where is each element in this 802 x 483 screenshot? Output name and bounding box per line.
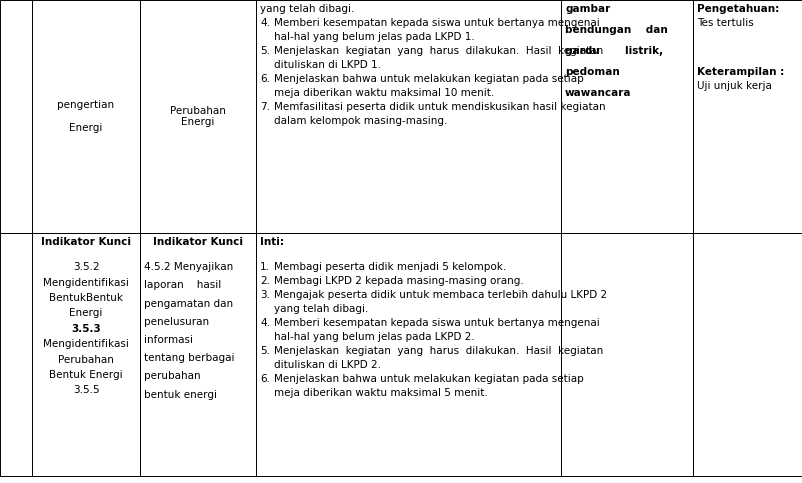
Bar bbox=[140, 0, 256, 233]
Text: perubahan: perubahan bbox=[144, 371, 200, 382]
Text: Perubahan
Energi: Perubahan Energi bbox=[170, 106, 226, 128]
Bar bbox=[0, 0, 32, 233]
Text: dituliskan di LKPD 1.: dituliskan di LKPD 1. bbox=[274, 60, 381, 70]
Text: Menjelaskan  kegiatan  yang  harus  dilakukan.  Hasil  kegiatan: Menjelaskan kegiatan yang harus dilakuka… bbox=[274, 346, 603, 356]
Text: 1.: 1. bbox=[260, 262, 270, 272]
Text: meja diberikan waktu maksimal 10 menit.: meja diberikan waktu maksimal 10 menit. bbox=[274, 88, 494, 98]
Text: pedoman: pedoman bbox=[565, 67, 620, 77]
Text: pengamatan dan: pengamatan dan bbox=[144, 298, 233, 309]
Bar bbox=[140, 233, 256, 476]
Text: Membagi LKPD 2 kepada masing-masing orang.: Membagi LKPD 2 kepada masing-masing oran… bbox=[274, 276, 524, 286]
Text: tentang berbagai: tentang berbagai bbox=[144, 353, 234, 363]
Text: hal-hal yang belum jelas pada LKPD 1.: hal-hal yang belum jelas pada LKPD 1. bbox=[274, 32, 475, 42]
Text: dituliskan di LKPD 2.: dituliskan di LKPD 2. bbox=[274, 360, 381, 370]
Bar bbox=[693, 233, 802, 476]
Text: wawancara: wawancara bbox=[565, 88, 631, 98]
Text: 3.: 3. bbox=[260, 290, 270, 300]
Text: Tes tertulis: Tes tertulis bbox=[697, 18, 754, 28]
Text: 4.: 4. bbox=[260, 18, 270, 28]
Text: Membagi peserta didik menjadi 5 kelompok.: Membagi peserta didik menjadi 5 kelompok… bbox=[274, 262, 506, 272]
Text: penelusuran: penelusuran bbox=[144, 317, 209, 327]
Bar bbox=[0, 233, 32, 476]
Text: Uji unjuk kerja: Uji unjuk kerja bbox=[697, 81, 772, 91]
Text: Inti:: Inti: bbox=[260, 237, 284, 247]
Text: 3.5.3: 3.5.3 bbox=[71, 324, 101, 334]
Text: Perubahan: Perubahan bbox=[58, 355, 114, 365]
Text: Indikator Kunci: Indikator Kunci bbox=[153, 237, 243, 247]
Text: 4.: 4. bbox=[260, 318, 270, 328]
Bar bbox=[693, 0, 802, 233]
Bar bbox=[256, 233, 561, 476]
Text: 3.5.5: 3.5.5 bbox=[73, 385, 99, 396]
Bar bbox=[32, 0, 140, 233]
Text: BentukBentuk: BentukBentuk bbox=[49, 293, 123, 303]
Text: 5.: 5. bbox=[260, 46, 270, 56]
Text: Indikator Kunci: Indikator Kunci bbox=[41, 237, 131, 247]
Text: 7.: 7. bbox=[260, 102, 270, 112]
Text: informasi: informasi bbox=[144, 335, 193, 345]
Text: hal-hal yang belum jelas pada LKPD 2.: hal-hal yang belum jelas pada LKPD 2. bbox=[274, 332, 475, 342]
Text: gambar: gambar bbox=[565, 4, 610, 14]
Bar bbox=[32, 233, 140, 476]
Text: bentuk energi: bentuk energi bbox=[144, 390, 217, 399]
Text: Menjelaskan  kegiatan  yang  harus  dilakukan.  Hasil  kegiatan: Menjelaskan kegiatan yang harus dilakuka… bbox=[274, 46, 603, 56]
Text: Memberi kesempatan kepada siswa untuk bertanya mengenai: Memberi kesempatan kepada siswa untuk be… bbox=[274, 18, 600, 28]
Text: Menjelaskan bahwa untuk melakukan kegiatan pada setiap: Menjelaskan bahwa untuk melakukan kegiat… bbox=[274, 374, 584, 384]
Bar bbox=[256, 0, 561, 233]
Text: Energi: Energi bbox=[69, 309, 103, 318]
Text: Bentuk Energi: Bentuk Energi bbox=[49, 370, 123, 380]
Bar bbox=[561, 0, 693, 233]
Text: pengertian

Energi: pengertian Energi bbox=[58, 100, 115, 133]
Text: 4.5.2 Menyajikan: 4.5.2 Menyajikan bbox=[144, 262, 233, 272]
Text: Memberi kesempatan kepada siswa untuk bertanya mengenai: Memberi kesempatan kepada siswa untuk be… bbox=[274, 318, 600, 328]
Text: 2.: 2. bbox=[260, 276, 270, 286]
Text: laporan    hasil: laporan hasil bbox=[144, 281, 221, 290]
Text: Keterampilan :: Keterampilan : bbox=[697, 67, 784, 77]
Text: Pengetahuan:: Pengetahuan: bbox=[697, 4, 780, 14]
Text: dalam kelompok masing-masing.: dalam kelompok masing-masing. bbox=[274, 116, 448, 126]
Text: Mengajak peserta didik untuk membaca terlebih dahulu LKPD 2: Mengajak peserta didik untuk membaca ter… bbox=[274, 290, 607, 300]
Text: Memfasilitasi peserta didik untuk mendiskusikan hasil kegiatan: Memfasilitasi peserta didik untuk mendis… bbox=[274, 102, 606, 112]
Text: Menjelaskan bahwa untuk melakukan kegiatan pada setiap: Menjelaskan bahwa untuk melakukan kegiat… bbox=[274, 74, 584, 84]
Text: meja diberikan waktu maksimal 5 menit.: meja diberikan waktu maksimal 5 menit. bbox=[274, 388, 488, 398]
Text: Mengidentifikasi: Mengidentifikasi bbox=[43, 339, 129, 349]
Text: 5.: 5. bbox=[260, 346, 270, 356]
Text: yang telah dibagi.: yang telah dibagi. bbox=[260, 4, 354, 14]
Text: bendungan    dan: bendungan dan bbox=[565, 25, 668, 35]
Text: gardu       listrik,: gardu listrik, bbox=[565, 46, 663, 56]
Text: yang telah dibagi.: yang telah dibagi. bbox=[274, 304, 368, 314]
Bar bbox=[561, 233, 693, 476]
Text: 6.: 6. bbox=[260, 74, 270, 84]
Text: 6.: 6. bbox=[260, 374, 270, 384]
Text: 3.5.2: 3.5.2 bbox=[73, 262, 99, 272]
Text: Mengidentifikasi: Mengidentifikasi bbox=[43, 278, 129, 287]
